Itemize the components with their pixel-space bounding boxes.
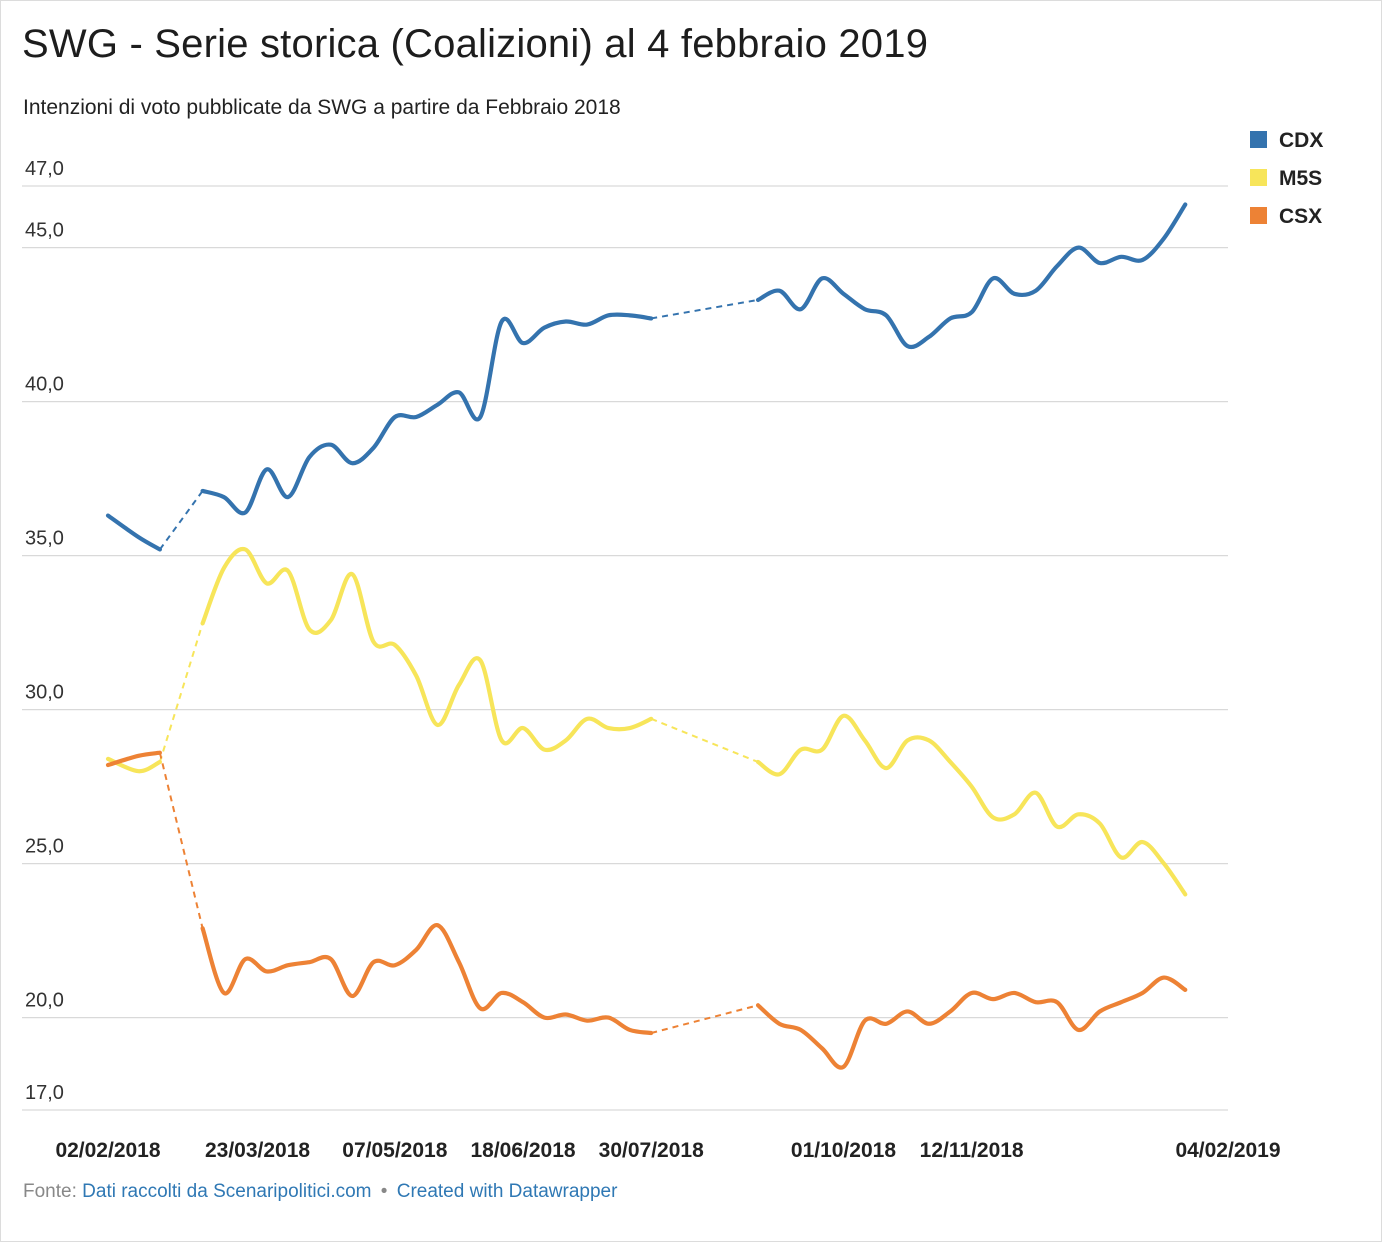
credit-link[interactable]: Created with Datawrapper xyxy=(396,1181,618,1202)
legend-label-csx: CSX xyxy=(1279,205,1322,228)
series-lines xyxy=(105,202,1188,1070)
x-tick-label: 02/02/2018 xyxy=(55,1139,160,1162)
y-tick-label: 35,0 xyxy=(25,528,64,550)
legend-label-m5s: M5S xyxy=(1279,167,1322,190)
line-cdx xyxy=(200,312,654,516)
line-m5s xyxy=(200,546,654,753)
x-tick-label: 12/11/2018 xyxy=(920,1139,1024,1162)
x-tick-label: 01/10/2018 xyxy=(791,1139,896,1162)
series-m5s xyxy=(105,546,1188,897)
series-csx xyxy=(105,750,1188,1070)
footer-separator: • xyxy=(380,1181,388,1202)
x-tick-label: 04/02/2019 xyxy=(1175,1139,1280,1162)
source-link[interactable]: Dati raccolti da Scenaripolitici.com xyxy=(82,1181,372,1202)
gap-connector-m5s xyxy=(650,717,759,763)
gap-connector-csx xyxy=(650,1004,759,1034)
line-cdx xyxy=(755,202,1188,350)
legend-label-cdx: CDX xyxy=(1279,129,1323,152)
gap-connector-cdx xyxy=(159,490,204,551)
x-tick-label: 07/05/2018 xyxy=(342,1139,447,1162)
gap-connector-m5s xyxy=(158,623,204,763)
x-tick-label: 18/06/2018 xyxy=(470,1139,575,1162)
x-tick-label: 30/07/2018 xyxy=(599,1139,704,1162)
y-tick-label: 47,0 xyxy=(25,158,64,180)
series-cdx xyxy=(105,202,1188,552)
line-cdx xyxy=(105,513,162,552)
source-prefix: Fonte: xyxy=(23,1181,77,1202)
gap-connector-csx xyxy=(158,752,204,929)
line-csx xyxy=(105,750,162,768)
line-csx xyxy=(755,975,1188,1070)
y-tick-label: 45,0 xyxy=(25,220,64,242)
y-tick-label: 40,0 xyxy=(25,374,64,396)
legend-swatch-m5s xyxy=(1250,169,1267,186)
y-tick-label: 25,0 xyxy=(25,836,64,858)
chart-subtitle: Intenzioni di voto pubblicate da SWG a p… xyxy=(23,96,621,119)
legend: CDX M5S CSX xyxy=(1250,129,1323,228)
x-tick-label: 23/03/2018 xyxy=(205,1139,310,1162)
y-tick-label: 20,0 xyxy=(25,990,64,1012)
legend-swatch-cdx xyxy=(1250,131,1267,148)
y-axis-ticks: 47,0 45,0 40,0 35,0 30,0 25,0 20,0 17,0 xyxy=(25,158,64,1104)
line-csx xyxy=(200,923,654,1036)
chart-title: SWG - Serie storica (Coalizioni) al 4 fe… xyxy=(22,22,929,66)
chart-footer: Fonte: Dati raccolti da Scenaripolitici.… xyxy=(23,1181,617,1203)
y-tick-label: 30,0 xyxy=(25,682,64,704)
y-tick-label: 17,0 xyxy=(25,1082,64,1104)
line-m5s xyxy=(755,713,1188,897)
x-axis-ticks: 02/02/2018 23/03/2018 07/05/2018 18/06/2018… xyxy=(55,1139,1280,1162)
gap-connector-cdx xyxy=(651,298,759,320)
y-gridlines xyxy=(22,185,1228,1111)
legend-swatch-csx xyxy=(1250,207,1267,224)
